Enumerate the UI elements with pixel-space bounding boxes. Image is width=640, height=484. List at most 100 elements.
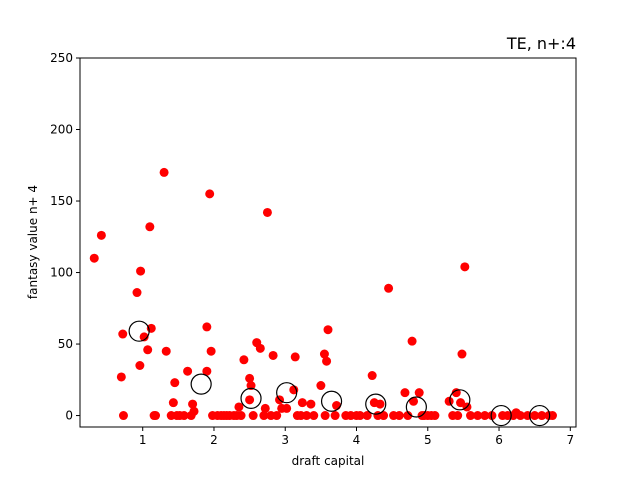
x-axis-label: draft capital bbox=[292, 454, 365, 468]
data-point bbox=[132, 288, 142, 298]
data-point bbox=[407, 336, 417, 346]
mean-marker bbox=[276, 382, 298, 404]
data-point bbox=[453, 411, 463, 421]
data-point bbox=[400, 388, 410, 398]
mean-marker bbox=[128, 320, 150, 342]
y-axis: 0 50 100 150 200 250 bbox=[50, 51, 80, 423]
data-point bbox=[188, 399, 198, 409]
data-point bbox=[309, 411, 319, 421]
data-point bbox=[259, 411, 269, 421]
data-point bbox=[135, 361, 145, 370]
data-point bbox=[239, 355, 249, 365]
data-point bbox=[136, 266, 146, 276]
data-point bbox=[379, 411, 389, 421]
data-point bbox=[480, 411, 490, 421]
data-point bbox=[290, 352, 300, 362]
mean-marker bbox=[490, 404, 512, 427]
data-point bbox=[282, 403, 292, 413]
data-point bbox=[384, 283, 394, 293]
data-point bbox=[537, 411, 547, 421]
data-point bbox=[430, 411, 440, 421]
x-tick-label: 7 bbox=[566, 433, 574, 447]
data-point bbox=[246, 381, 256, 391]
data-point bbox=[375, 399, 385, 409]
y-tick-label: 250 bbox=[50, 51, 73, 65]
x-tick-label: 2 bbox=[210, 433, 218, 447]
data-point bbox=[362, 411, 372, 421]
data-point bbox=[143, 345, 153, 355]
data-point bbox=[456, 398, 466, 408]
data-point bbox=[151, 411, 161, 421]
chart-title: TE, n+:4 bbox=[506, 34, 576, 53]
data-point bbox=[245, 373, 255, 383]
data-point bbox=[367, 371, 377, 381]
data-point bbox=[289, 385, 299, 395]
data-point bbox=[403, 411, 413, 421]
mean-marker bbox=[405, 396, 427, 418]
data-point bbox=[202, 366, 212, 376]
data-point bbox=[168, 398, 178, 408]
y-tick-label: 150 bbox=[50, 194, 73, 208]
data-point bbox=[183, 366, 193, 376]
x-axis: 1 2 3 4 5 6 7 bbox=[139, 427, 574, 447]
data-point bbox=[170, 378, 180, 388]
data-point bbox=[355, 411, 365, 421]
data-point bbox=[236, 411, 246, 421]
data-point bbox=[89, 253, 99, 263]
data-point bbox=[487, 411, 497, 421]
data-point bbox=[96, 230, 106, 240]
data-point bbox=[515, 411, 525, 421]
data-point bbox=[473, 411, 483, 421]
x-tick-label: 6 bbox=[495, 433, 503, 447]
data-point bbox=[444, 396, 454, 406]
data-point bbox=[547, 411, 557, 421]
data-point bbox=[297, 398, 307, 408]
data-point bbox=[262, 207, 272, 217]
x-tick-label: 1 bbox=[139, 433, 147, 447]
data-point bbox=[118, 329, 128, 339]
mean-marker bbox=[240, 387, 262, 409]
data-point bbox=[457, 349, 467, 359]
data-point bbox=[179, 411, 189, 421]
data-point bbox=[323, 325, 333, 335]
data-point bbox=[161, 346, 171, 356]
data-point bbox=[145, 222, 155, 232]
data-point bbox=[319, 349, 329, 359]
data-point bbox=[260, 403, 270, 413]
mean-marker bbox=[365, 393, 387, 415]
data-point bbox=[206, 346, 216, 356]
data-point bbox=[234, 402, 244, 412]
data-point bbox=[116, 372, 126, 382]
x-tick-label: 5 bbox=[424, 433, 432, 447]
plot-frame bbox=[79, 57, 577, 428]
y-tick-label: 100 bbox=[50, 266, 73, 280]
data-point bbox=[159, 167, 169, 177]
y-tick-label: 50 bbox=[58, 337, 73, 351]
x-tick-label: 4 bbox=[353, 433, 361, 447]
data-point bbox=[330, 411, 340, 421]
x-tick-label: 3 bbox=[281, 433, 289, 447]
data-point bbox=[139, 332, 149, 342]
data-point bbox=[460, 262, 470, 272]
data-point bbox=[189, 406, 199, 416]
data-point bbox=[322, 356, 332, 366]
data-point bbox=[320, 411, 330, 421]
data-point bbox=[530, 411, 540, 421]
mean-marker bbox=[320, 390, 343, 412]
data-point bbox=[394, 411, 404, 421]
mean-marker bbox=[449, 389, 471, 411]
data-point bbox=[245, 395, 255, 405]
data-point bbox=[306, 399, 316, 409]
data-point bbox=[202, 322, 212, 332]
data-point bbox=[414, 388, 424, 398]
data-point bbox=[332, 401, 342, 411]
data-point bbox=[272, 411, 282, 421]
y-axis-label: fantasy value n+ 4 bbox=[26, 185, 40, 299]
plot-marks bbox=[89, 167, 557, 427]
y-tick-label: 200 bbox=[50, 123, 73, 137]
mean-marker bbox=[190, 373, 212, 395]
data-point bbox=[118, 411, 128, 421]
